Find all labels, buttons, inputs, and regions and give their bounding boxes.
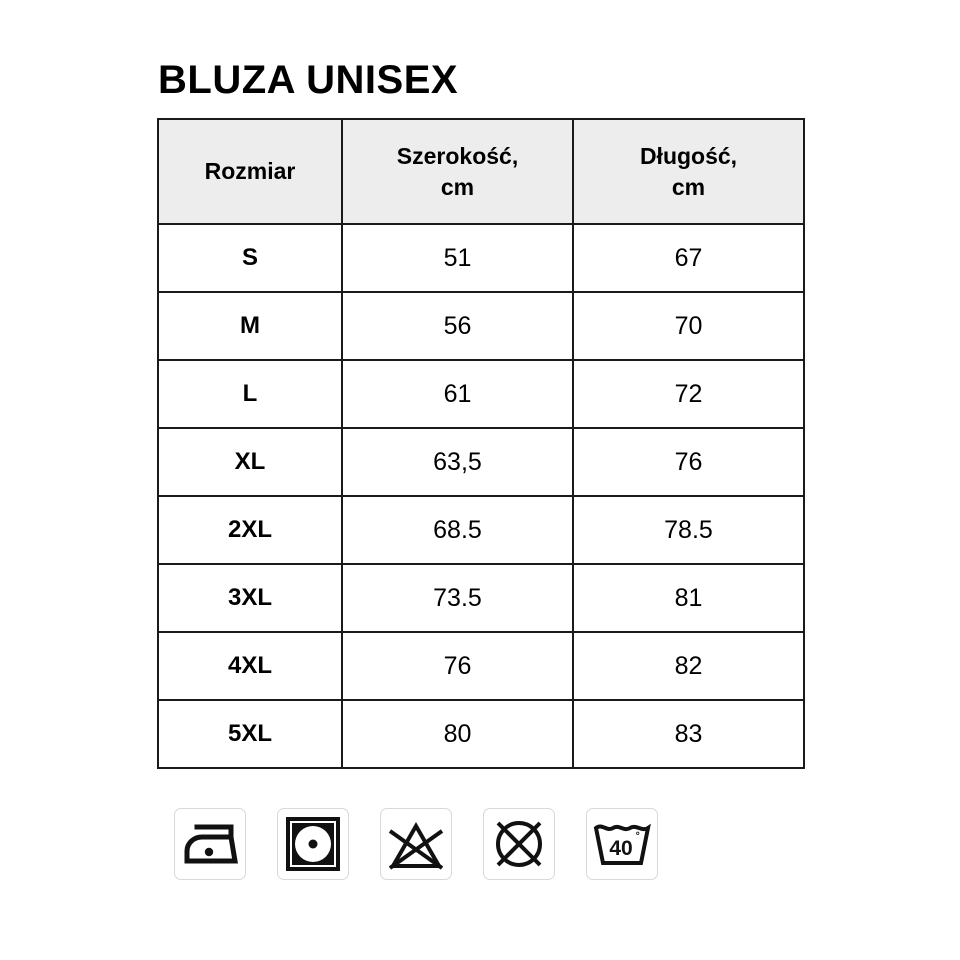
wash-temperature-label: 40 <box>609 837 632 860</box>
column-header-width-line2: cm <box>440 173 475 200</box>
cell-length: 81 <box>572 563 805 633</box>
cell-length: 76 <box>572 427 805 497</box>
care-icon-iron-low-temperature <box>174 808 246 880</box>
degree-mark: ˚ <box>636 830 640 845</box>
cell-length: 70 <box>572 291 805 361</box>
table-row: 4XL 76 82 <box>157 631 805 701</box>
tumble-dry-low-icon <box>285 816 341 872</box>
iron-low-temperature-icon <box>181 821 239 867</box>
cell-length: 82 <box>572 631 805 701</box>
column-header-width-line1: Szerokość, <box>396 142 519 169</box>
table-row: 3XL 73.5 81 <box>157 563 805 633</box>
do-not-dry-clean-icon <box>491 816 547 872</box>
table-row: 2XL 68.5 78.5 <box>157 495 805 565</box>
cell-width: 61 <box>341 359 574 429</box>
size-chart-table: Rozmiar Szerokość, cm Długość, cm S 51 6… <box>157 118 805 769</box>
cell-width: 73.5 <box>341 563 574 633</box>
page-title: BLUZA UNISEX <box>158 58 459 102</box>
cell-width: 80 <box>341 699 574 769</box>
table-row: S 51 67 <box>157 223 805 293</box>
cell-width: 51 <box>341 223 574 293</box>
care-icon-do-not-bleach <box>380 808 452 880</box>
cell-size: XL <box>157 427 343 497</box>
cell-size: S <box>157 223 343 293</box>
table-row: XL 63,5 76 <box>157 427 805 497</box>
column-header-length-line1: Długość, <box>639 142 738 169</box>
care-icon-do-not-dry-clean <box>483 808 555 880</box>
table-header-row: Rozmiar Szerokość, cm Długość, cm <box>157 118 805 225</box>
cell-width: 56 <box>341 291 574 361</box>
cell-length: 67 <box>572 223 805 293</box>
column-header-length-line2: cm <box>671 173 706 200</box>
do-not-bleach-icon <box>387 818 445 870</box>
cell-size: L <box>157 359 343 429</box>
cell-width: 76 <box>341 631 574 701</box>
care-icon-wash-40-degrees: 40 ˚ <box>586 808 658 880</box>
cell-size: M <box>157 291 343 361</box>
care-instructions-row: 40 ˚ <box>174 808 658 880</box>
column-header-width: Szerokość, cm <box>341 118 574 225</box>
cell-size: 2XL <box>157 495 343 565</box>
cell-width: 68.5 <box>341 495 574 565</box>
wash-40-degrees-icon: 40 ˚ <box>593 821 651 867</box>
table-row: L 61 72 <box>157 359 805 429</box>
cell-size: 4XL <box>157 631 343 701</box>
care-icon-tumble-dry-low <box>277 808 349 880</box>
cell-size: 3XL <box>157 563 343 633</box>
table-row: M 56 70 <box>157 291 805 361</box>
cell-size: 5XL <box>157 699 343 769</box>
column-header-size-line1: Rozmiar <box>204 158 296 184</box>
cell-length: 78.5 <box>572 495 805 565</box>
cell-length: 72 <box>572 359 805 429</box>
cell-length: 83 <box>572 699 805 769</box>
table-row: 5XL 80 83 <box>157 699 805 769</box>
cell-width: 63,5 <box>341 427 574 497</box>
column-header-length: Długość, cm <box>572 118 805 225</box>
column-header-size: Rozmiar <box>157 118 343 225</box>
